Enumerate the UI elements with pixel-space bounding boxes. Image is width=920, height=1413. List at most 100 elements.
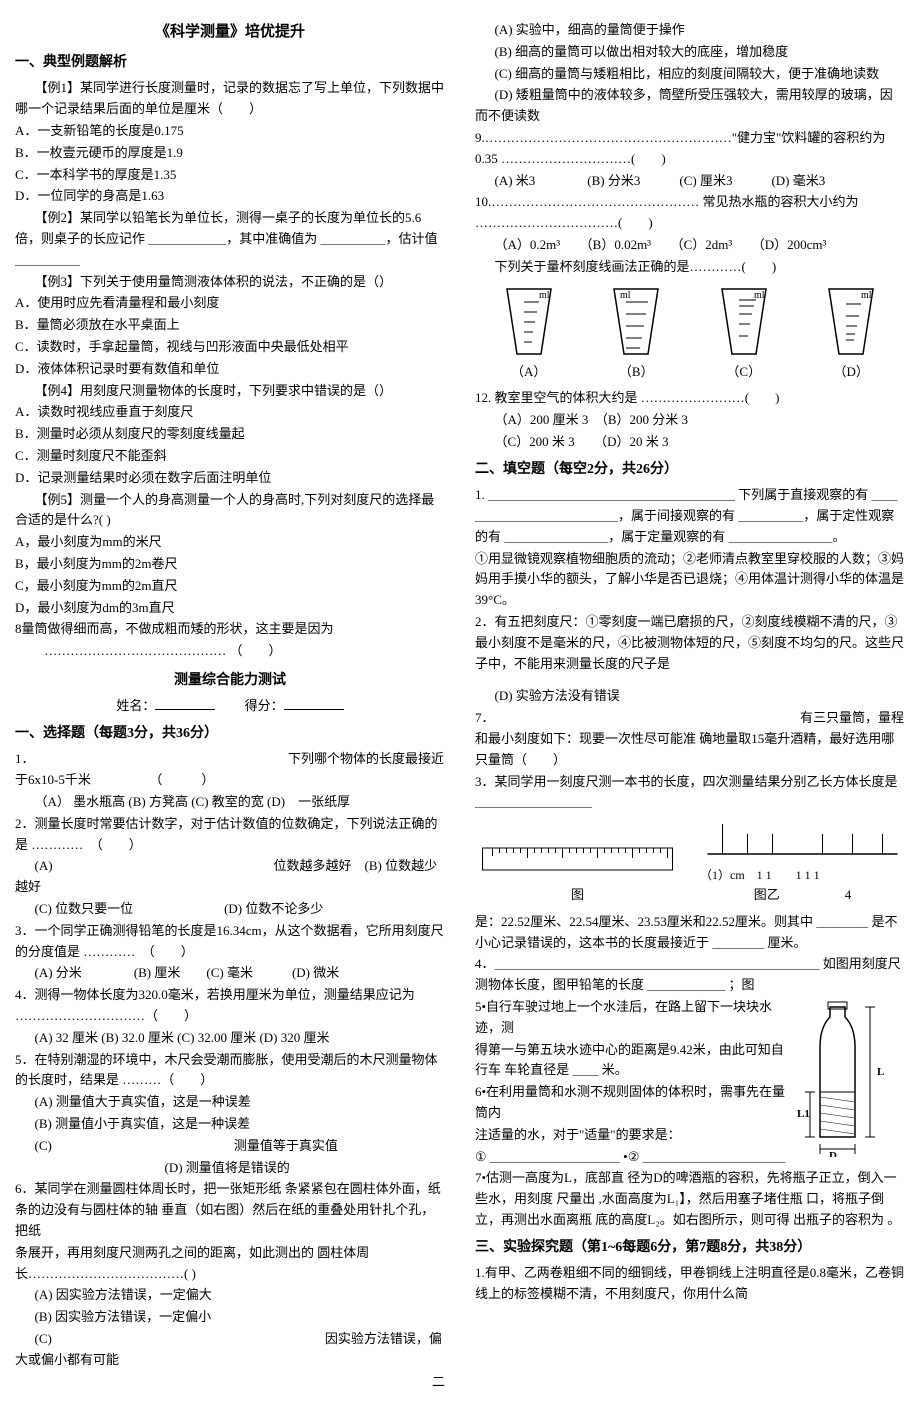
- cup-a: ml （A）: [494, 284, 564, 383]
- ruler-right-nums: （1）cm 1 1 1 1 1: [700, 866, 905, 885]
- bottle-diagram: L L1 D: [795, 997, 905, 1157]
- cup-c-label: （C）: [709, 362, 779, 383]
- q6: 6．某同学在测量圆柱体周长时，把一张矩形纸 条紧紧包在圆柱体外面，纸条的边没有与…: [15, 1179, 445, 1241]
- q12: 12. 教室里空气的体积大约是 ……………………( ): [475, 388, 905, 409]
- e1: 1.有甲、乙两卷粗细不同的细铜线，甲卷铜线上注明直径是0.8毫米，乙卷铜线上的标…: [475, 1263, 905, 1305]
- cup-row: ml （A） ml （B: [475, 284, 905, 383]
- explore-title: 三、实验探究题（第1~6每题6分，第7题8分，共38分）: [475, 1237, 905, 1259]
- ex1-b: B．一枚壹元硬币的厚度是1.9: [15, 143, 445, 164]
- ex8-blank: …………………………………… （ ）: [15, 641, 445, 662]
- name-label: 姓名：: [116, 698, 155, 713]
- f3b: 是：22.52厘米、22.54厘米、23.53厘米和22.52厘米。则其中 ＿＿…: [475, 912, 905, 954]
- q6-c: (C) 因实验方法错误，偏大或偏小都有可能: [15, 1329, 445, 1371]
- bottle-container: 5•自行车驶过地上一个水洼后，在路上留下一块块水迹，测 得第一与第五块水迹中心的…: [475, 997, 905, 1168]
- ex1-c: C．一本科学书的厚度是1.35: [15, 165, 445, 186]
- f3: 3．某同学用一刻度尺测一本书的长度，四次测量结果分别乙长方体长度是 ＿＿＿＿＿＿…: [475, 772, 905, 814]
- q5-d: (D) 测量值将是错误的: [15, 1158, 445, 1179]
- q9-opts: (A) 米3 (B) 分米3 (C) 厘米3 (D) 毫米3: [475, 171, 905, 192]
- q1: 1． 下列哪个物体的长度最接近于6x10-5千米 （ ）: [15, 749, 445, 791]
- f1-items: ①用显微镜观察植物细胞质的流动；②老师清点教室里穿校服的人数；③妈妈用手摸小华的…: [475, 549, 905, 611]
- ex4-header: 【例4】用刻度尺测量物体的长度时，下列要求中错误的是（）: [15, 381, 445, 402]
- f4: 4．＿＿＿＿＿＿＿＿＿＿＿＿＿＿＿＿＿＿＿＿＿＿＿＿＿ 如图用刻度尺测物体长度，…: [475, 954, 905, 996]
- ex3-a: A．使用时应先看清量程和最小刻度: [15, 293, 445, 314]
- q6b: 条展开，再用刻度尺测两孔之间的距离，如此测出的 圆柱体周长………………………………: [15, 1243, 445, 1285]
- q9: 9.…………………………………………………"健力宝"饮料罐的容积约为0.35 ……: [475, 128, 905, 170]
- ex5-d: D，最小刻度为dm的3m直尺: [15, 598, 445, 619]
- q4-opts: (A) 32 厘米 (B) 32.0 厘米 (C) 32.00 厘米 (D) 3…: [15, 1028, 445, 1049]
- q6-b: (B) 因实验方法错误，一定偏小: [15, 1307, 445, 1328]
- fd: (D) 实验方法没有错误: [475, 686, 905, 707]
- ruler-right-caption: 图乙 4: [700, 885, 905, 906]
- cup-b-label: （B）: [601, 362, 671, 383]
- q2-c: (C) 位数只要一位 (D) 位数不论多少: [15, 899, 445, 920]
- f7: 7． 有三只量筒，量程和最小刻度如下：现要一次性尽可能准 确地量取15毫升酒精，…: [475, 708, 905, 770]
- ruler-left-caption: 图: [475, 885, 680, 906]
- col2-q8-d: (D) 矮粗量筒中的液体较多，筒壁所受压强较大，需用较厚的玻璃，因而不便读数: [475, 85, 905, 127]
- svg-text:ml: ml: [620, 290, 631, 301]
- ex3-header: 【例3】下列关于使用量筒测液体体积的说法，不正确的是（）: [15, 272, 445, 293]
- svg-text:L: L: [877, 1066, 884, 1078]
- ex1-a: A．一支新铅笔的长度是0.175: [15, 121, 445, 142]
- ruler-row: 图 （1）cm 1 1 1 1 1 图乙 4: [475, 819, 905, 906]
- f6c: ① ＿＿＿＿＿＿＿＿＿＿ •② ＿＿＿＿＿＿＿＿＿＿＿: [475, 1147, 787, 1168]
- f2: 2．有五把刻度尺：①零刻度一端已磨损的尺，②刻度线模糊不清的尺，③最小刻度不是毫…: [475, 612, 905, 674]
- q5-c: (C) 测量值等于真实值: [15, 1136, 445, 1157]
- cup-header: 下列关于量杯刻度线画法正确的是…………( ): [475, 257, 905, 278]
- cup-c: ml （C）: [709, 284, 779, 383]
- svg-text:ml: ml: [539, 290, 550, 301]
- q12-c: （C）200 米 3 （D）20 米 3: [475, 432, 905, 453]
- ex1-d: D．一位同学的身高是1.63: [15, 186, 445, 207]
- ex4-b: B．测量时必须从刻度尺的零刻度线量起: [15, 424, 445, 445]
- cup-a-label: （A）: [494, 362, 564, 383]
- svg-text:ml: ml: [861, 290, 872, 301]
- ex5-c: C，最小刻度为mm的2m直尺: [15, 576, 445, 597]
- name-score-line: 姓名： 得分：: [15, 696, 445, 717]
- ruler-left: 图: [475, 838, 680, 906]
- f5: 5•自行车驶过地上一个水洼后，在路上留下一块块水迹，测: [475, 997, 787, 1039]
- q5-a: (A) 测量值大于真实值，这是一种误差: [15, 1092, 445, 1113]
- col2-q8-b: (B) 细高的量筒可以做出相对较大的底座，增加稳度: [475, 42, 905, 63]
- ex8: 8量筒做得细而高，不做成粗而矮的形状，这主要是因为: [15, 619, 445, 640]
- fill-title: 二、填空题（每空2分，共26分）: [475, 459, 905, 481]
- f5b: 得第一与第五块水迹中心的距离是9.42米，由此可知自行车 车轮直径是 ＿＿ 米。: [475, 1040, 787, 1082]
- ex5-a: A，最小刻度为mm的米尺: [15, 532, 445, 553]
- cup-b: ml （B）: [601, 284, 671, 383]
- test-s1-title: 一、选择题（每题3分，共36分）: [15, 723, 445, 745]
- ex4-a: A．读数时视线应垂直于刻度尺: [15, 402, 445, 423]
- q2-a: (A) 位数越多越好 (B) 位数越少越好: [15, 856, 445, 898]
- f6a: 6•在利用量筒和水测不规则固体的体积时，需事先在量筒内: [475, 1082, 787, 1124]
- q3-opts: (A) 分米 (B) 厘米 (C) 毫米 (D) 微米: [15, 963, 445, 984]
- ex4-c: C．测量时刻度尺不能歪斜: [15, 446, 445, 467]
- two-marker: 二: [15, 1372, 445, 1393]
- col2-q8-a: (A) 实验中，细高的量筒便于操作: [475, 20, 905, 41]
- ex3-c: C．读数时，手拿起量筒，视线与凹形液面中央最低处相平: [15, 337, 445, 358]
- q1-opts: （A） 墨水瓶高 (B) 方凳高 (C) 教室的宽 (D) 一张纸厚: [15, 792, 445, 813]
- q5-b: (B) 测量值小于真实值，这是一种误差: [15, 1114, 445, 1135]
- ex3-d: D．液体体积记录时要有数值和单位: [15, 359, 445, 380]
- f1: 1. ＿＿＿＿＿＿＿＿＿＿＿＿＿＿＿＿＿＿＿ 下列属于直接观察的有 ＿＿＿＿＿＿…: [475, 485, 905, 547]
- document-title: 《科学测量》培优提升: [15, 20, 445, 44]
- f7b: 7•估测一高度为L，底部直 径为D的啤酒瓶的容积，先将瓶子正立，倒入一些水，用刻…: [475, 1168, 905, 1230]
- q12-a: （A）200 厘米 3 （B）200 分米 3: [475, 410, 905, 431]
- ex1-header: 【例1】某同学进行长度测量时，记录的数据忘了写上单位，下列数据中哪一个记录结果后…: [15, 78, 445, 120]
- cup-d: ml （D）: [816, 284, 886, 383]
- ruler-right: （1）cm 1 1 1 1 1 图乙 4: [700, 819, 905, 906]
- cup-d-label: （D）: [816, 362, 886, 383]
- ex5-b: B，最小刻度为mm的2m卷尺: [15, 554, 445, 575]
- q4: 4．测得一物体长度为320.0毫米，若换用厘米为单位，测量结果应记为 ………………: [15, 985, 445, 1027]
- q10: 10.………………………………………… 常见热水瓶的容积大小约为 ……………………: [475, 192, 905, 234]
- col2-q8-c: (C) 细高的量筒与矮粗相比，相应的刻度间隔较大，便于准确地读数: [475, 64, 905, 85]
- svg-text:D: D: [829, 1150, 837, 1157]
- q6-a: (A) 因实验方法错误，一定偏大: [15, 1285, 445, 1306]
- ex4-d: D．记录测量结果时必须在数字后面注明单位: [15, 468, 445, 489]
- q10-opts: （A）0.2m³ （B）0.02m³ （C）2dm³ （D）200cm³: [475, 235, 905, 256]
- test-title: 测量综合能力测试: [15, 670, 445, 692]
- ex5-header: 【例5】测量一个人的身高测量一个人的身高时,下列对刻度尺的选择最合适的是什么?(…: [15, 490, 445, 532]
- score-label: 得分：: [245, 698, 284, 713]
- section-1-title: 一、典型例题解析: [15, 52, 445, 74]
- ex2-header: 【例2】某同学以铅笔长为单位长，测得一桌子的长度为单位长的5.6倍，则桌子的长应…: [15, 208, 445, 270]
- svg-text:L1: L1: [797, 1108, 810, 1120]
- ex3-b: B．量筒必须放在水平桌面上: [15, 315, 445, 336]
- q5: 5．在特别潮湿的环境中，木尺会受潮而膨胀，使用受潮后的木尺测量物体的长度时，结果…: [15, 1050, 445, 1092]
- svg-text:ml: ml: [754, 290, 765, 301]
